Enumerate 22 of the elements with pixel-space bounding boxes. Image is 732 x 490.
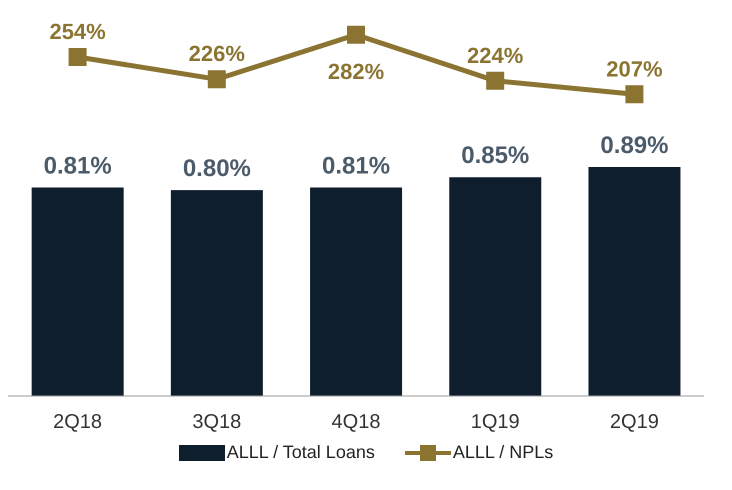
legend-label: ALLL / Total Loans <box>226 442 375 463</box>
point <box>68 48 87 66</box>
point <box>208 70 226 88</box>
point <box>625 85 644 104</box>
point <box>486 72 504 90</box>
data-label: 207% <box>606 56 663 82</box>
data-label: 0.85% <box>461 142 530 170</box>
legend-label: ALLL / NPLs <box>452 442 554 463</box>
data-label: 282% <box>328 58 384 84</box>
data-label: 0.81% <box>322 152 390 180</box>
data-label: 224% <box>467 42 524 68</box>
x-tick-label: 1Q19 <box>470 411 520 434</box>
x-tick-label: 2Q18 <box>53 411 102 434</box>
point <box>347 26 365 44</box>
data-label: 254% <box>49 18 106 44</box>
x-tick-label: 4Q18 <box>332 411 380 434</box>
x-tick-label: 2Q19 <box>610 411 659 434</box>
data-label: 0.89% <box>600 132 668 159</box>
data-label: 0.81% <box>44 152 112 180</box>
data-label: 226% <box>188 41 245 66</box>
x-tick-label: 3Q18 <box>192 411 242 434</box>
data-label: 0.80% <box>182 155 251 182</box>
